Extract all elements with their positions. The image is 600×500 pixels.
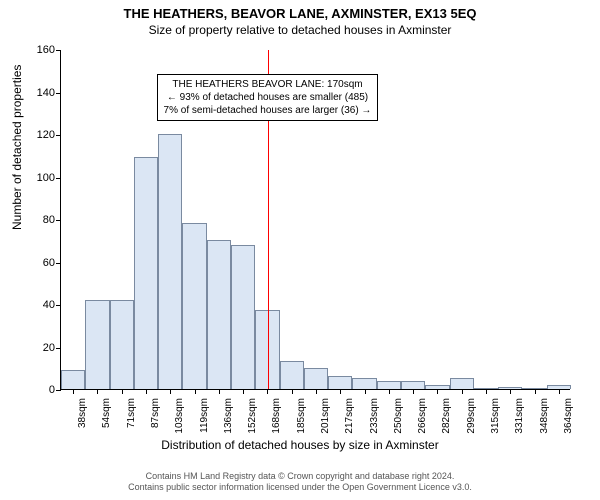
xtick-mark bbox=[97, 389, 98, 394]
histogram-bar bbox=[328, 376, 352, 389]
histogram-bar bbox=[158, 134, 182, 389]
xtick-label: 38sqm bbox=[77, 398, 88, 442]
y-axis-label: Number of detached properties bbox=[10, 65, 24, 230]
xtick-mark bbox=[195, 389, 196, 394]
histogram-bar bbox=[110, 300, 134, 389]
histogram-bar bbox=[207, 240, 231, 389]
xtick-label: 250sqm bbox=[393, 398, 404, 442]
ytick-mark bbox=[56, 348, 61, 349]
histogram-bar bbox=[182, 223, 206, 389]
annotation-line: ← 93% of detached houses are smaller (48… bbox=[164, 91, 372, 104]
histogram-bar bbox=[352, 378, 376, 389]
xtick-label: 233sqm bbox=[369, 398, 380, 442]
ytick-label: 40 bbox=[43, 299, 55, 311]
xtick-mark bbox=[73, 389, 74, 394]
annotation-line: THE HEATHERS BEAVOR LANE: 170sqm bbox=[164, 78, 372, 91]
ytick-label: 120 bbox=[37, 129, 55, 141]
xtick-mark bbox=[510, 389, 511, 394]
xtick-mark bbox=[292, 389, 293, 394]
plot-region: 02040608010012014016038sqm54sqm71sqm87sq… bbox=[60, 50, 570, 390]
xtick-mark bbox=[267, 389, 268, 394]
footer-line-1: Contains HM Land Registry data © Crown c… bbox=[0, 471, 600, 483]
xtick-label: 201sqm bbox=[320, 398, 331, 442]
chart-footer: Contains HM Land Registry data © Crown c… bbox=[0, 471, 600, 494]
xtick-label: 119sqm bbox=[199, 398, 210, 442]
xtick-label: 282sqm bbox=[441, 398, 452, 442]
xtick-label: 348sqm bbox=[539, 398, 550, 442]
annotation-line: 7% of semi-detached houses are larger (3… bbox=[164, 104, 372, 117]
ytick-label: 100 bbox=[37, 172, 55, 184]
xtick-mark bbox=[535, 389, 536, 394]
xtick-mark bbox=[413, 389, 414, 394]
xtick-mark bbox=[122, 389, 123, 394]
xtick-mark bbox=[559, 389, 560, 394]
ytick-label: 60 bbox=[43, 257, 55, 269]
ytick-label: 160 bbox=[37, 44, 55, 56]
xtick-mark bbox=[389, 389, 390, 394]
xtick-label: 364sqm bbox=[563, 398, 574, 442]
xtick-label: 331sqm bbox=[514, 398, 525, 442]
histogram-bar bbox=[304, 368, 328, 389]
xtick-label: 71sqm bbox=[126, 398, 137, 442]
ytick-label: 80 bbox=[43, 214, 55, 226]
xtick-mark bbox=[437, 389, 438, 394]
xtick-label: 315sqm bbox=[490, 398, 501, 442]
xtick-mark bbox=[219, 389, 220, 394]
xtick-label: 185sqm bbox=[296, 398, 307, 442]
footer-line-2: Contains public sector information licen… bbox=[0, 482, 600, 494]
xtick-label: 168sqm bbox=[271, 398, 282, 442]
xtick-label: 266sqm bbox=[417, 398, 428, 442]
ytick-mark bbox=[56, 93, 61, 94]
xtick-mark bbox=[316, 389, 317, 394]
ytick-mark bbox=[56, 390, 61, 391]
histogram-bar bbox=[134, 157, 158, 389]
annotation-box: THE HEATHERS BEAVOR LANE: 170sqm← 93% of… bbox=[157, 74, 379, 121]
xtick-label: 152sqm bbox=[247, 398, 258, 442]
histogram-bar bbox=[450, 378, 474, 389]
chart-container: THE HEATHERS, BEAVOR LANE, AXMINSTER, EX… bbox=[0, 0, 600, 500]
ytick-mark bbox=[56, 305, 61, 306]
x-axis-label: Distribution of detached houses by size … bbox=[0, 438, 600, 452]
xtick-label: 103sqm bbox=[174, 398, 185, 442]
xtick-mark bbox=[243, 389, 244, 394]
xtick-mark bbox=[462, 389, 463, 394]
ytick-label: 0 bbox=[49, 384, 55, 396]
histogram-bar bbox=[401, 381, 425, 390]
chart-title: THE HEATHERS, BEAVOR LANE, AXMINSTER, EX… bbox=[0, 0, 600, 21]
ytick-mark bbox=[56, 135, 61, 136]
xtick-mark bbox=[365, 389, 366, 394]
xtick-label: 54sqm bbox=[101, 398, 112, 442]
ytick-mark bbox=[56, 220, 61, 221]
xtick-mark bbox=[146, 389, 147, 394]
chart-area: 02040608010012014016038sqm54sqm71sqm87sq… bbox=[60, 50, 570, 410]
xtick-label: 217sqm bbox=[344, 398, 355, 442]
xtick-label: 136sqm bbox=[223, 398, 234, 442]
xtick-mark bbox=[486, 389, 487, 394]
histogram-bar bbox=[61, 370, 85, 389]
histogram-bar bbox=[377, 381, 401, 390]
histogram-bar bbox=[231, 245, 255, 390]
histogram-bar bbox=[85, 300, 109, 389]
xtick-label: 87sqm bbox=[150, 398, 161, 442]
chart-subtitle: Size of property relative to detached ho… bbox=[0, 21, 600, 37]
ytick-mark bbox=[56, 178, 61, 179]
ytick-mark bbox=[56, 50, 61, 51]
histogram-bar bbox=[280, 361, 304, 389]
ytick-mark bbox=[56, 263, 61, 264]
xtick-mark bbox=[340, 389, 341, 394]
ytick-label: 140 bbox=[37, 87, 55, 99]
ytick-label: 20 bbox=[43, 342, 55, 354]
xtick-label: 299sqm bbox=[466, 398, 477, 442]
xtick-mark bbox=[170, 389, 171, 394]
